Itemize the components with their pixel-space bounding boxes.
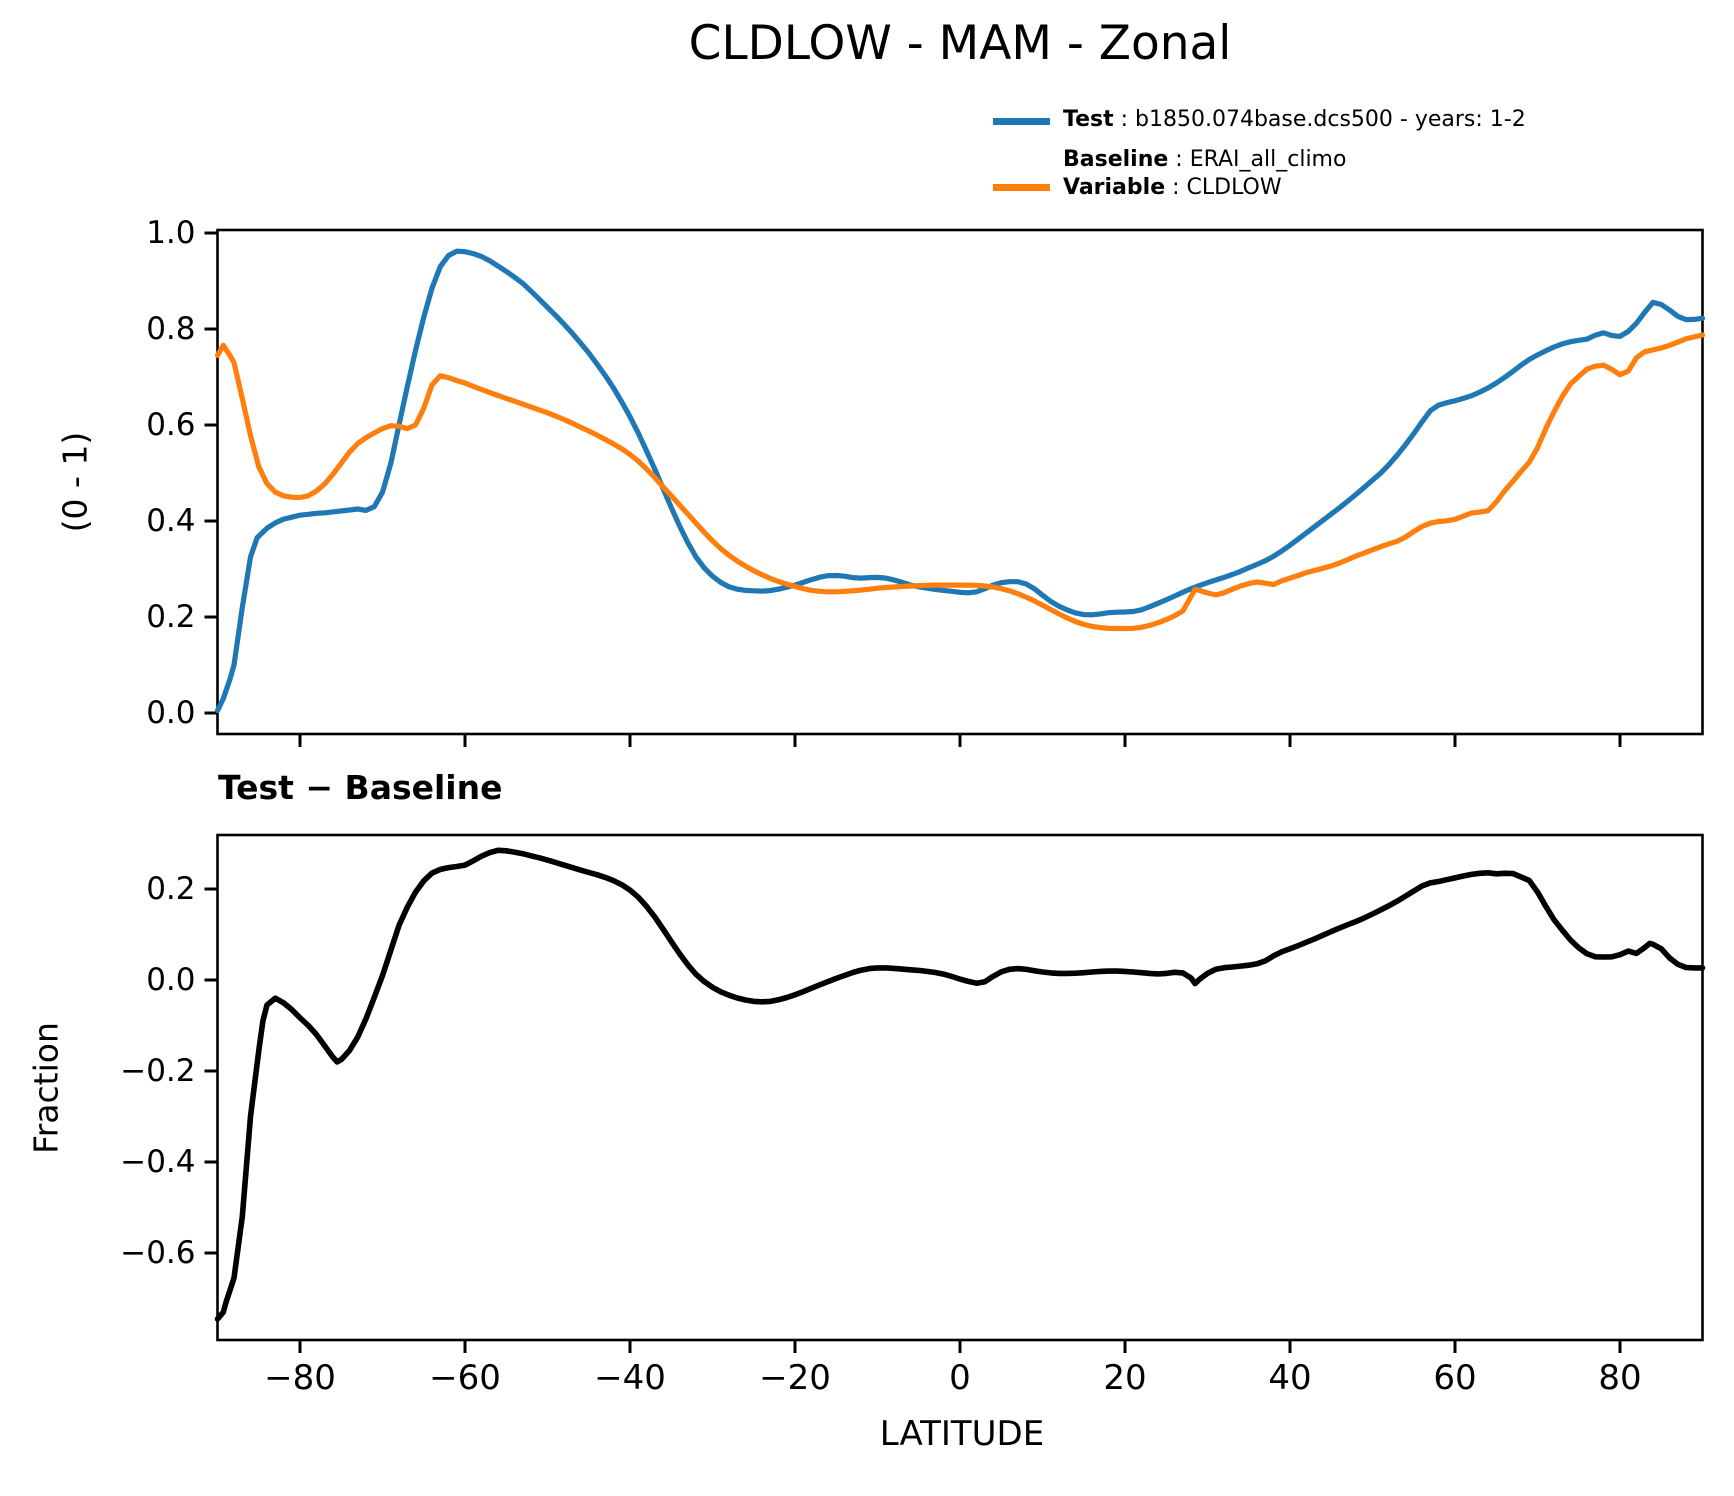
legend-baseline-value: : ERAI_all_climo	[1168, 147, 1347, 172]
bottom-panel-spine	[216, 833, 1704, 1342]
x-axis-label: LATITUDE	[879, 1414, 1045, 1454]
x-tick-label: 40	[1268, 1358, 1311, 1398]
diff-panel-title: Test − Baseline	[218, 768, 503, 807]
y-tick-label: 0.0	[146, 962, 195, 998]
x-tick-label: 80	[1598, 1358, 1641, 1398]
legend-variable-value: : CLDLOW	[1165, 175, 1282, 200]
x-tick-label: −80	[264, 1358, 336, 1398]
y-tick-label: −0.2	[120, 1053, 195, 1089]
x-tick-label: −20	[759, 1358, 831, 1398]
x-tick-label: 0	[949, 1358, 971, 1398]
series-line-test	[214, 248, 1706, 714]
top-panel: 0.0 0.2 0.4 0.6 0.8 1.0	[146, 215, 1706, 747]
legend-variable-row: Variable : CLDLOW	[1063, 174, 1346, 202]
x-tick-label: 60	[1433, 1358, 1476, 1398]
y-tick-label: 0.6	[146, 407, 195, 443]
y-tick-label: −0.6	[120, 1235, 195, 1271]
legend-baseline-line-swatch	[993, 184, 1050, 191]
x-tick-label: −60	[429, 1358, 501, 1398]
legend-test-key: Test	[1063, 107, 1114, 132]
y-tick-label: 0.0	[146, 695, 195, 731]
y-tick-label: 0.2	[146, 599, 195, 635]
bottom-panel-y-axis-label: Fraction	[26, 1022, 66, 1154]
top-panel-spine	[216, 228, 1704, 736]
y-tick-label: 0.4	[146, 503, 195, 539]
y-tick-label: 1.0	[146, 215, 195, 251]
top-panel-y-axis-label: (0 - 1)	[55, 431, 95, 533]
chart-title: CLDLOW - MAM - Zonal	[688, 16, 1232, 71]
legend-variable-key: Variable	[1063, 175, 1166, 200]
y-tick-label: 0.2	[146, 871, 195, 907]
bottom-panel: 0.2 0.0 −0.2 −0.4 −0.6 −80 −60 −40 −20 0 20 40 60 80	[120, 833, 1706, 1398]
legend-baseline-variable-entry: Baseline : ERAI_all_climo Variable : CLD…	[1063, 146, 1346, 202]
legend-test-value: : b1850.074base.dcs500 - years: 1-2	[1113, 107, 1526, 132]
x-tick-label: −40	[594, 1358, 666, 1398]
y-tick-label: 0.8	[146, 311, 195, 347]
legend-test-entry: Test : b1850.074base.dcs500 - years: 1-2	[1063, 106, 1526, 134]
series-line-baseline	[214, 332, 1706, 632]
y-tick-label: −0.4	[120, 1144, 195, 1180]
legend-baseline-row: Baseline : ERAI_all_climo	[1063, 146, 1346, 174]
series-line-test-baseline	[214, 847, 1706, 1322]
x-tick-label: 20	[1103, 1358, 1146, 1398]
legend-baseline-key: Baseline	[1063, 147, 1169, 172]
legend-test-line-swatch	[993, 118, 1050, 125]
